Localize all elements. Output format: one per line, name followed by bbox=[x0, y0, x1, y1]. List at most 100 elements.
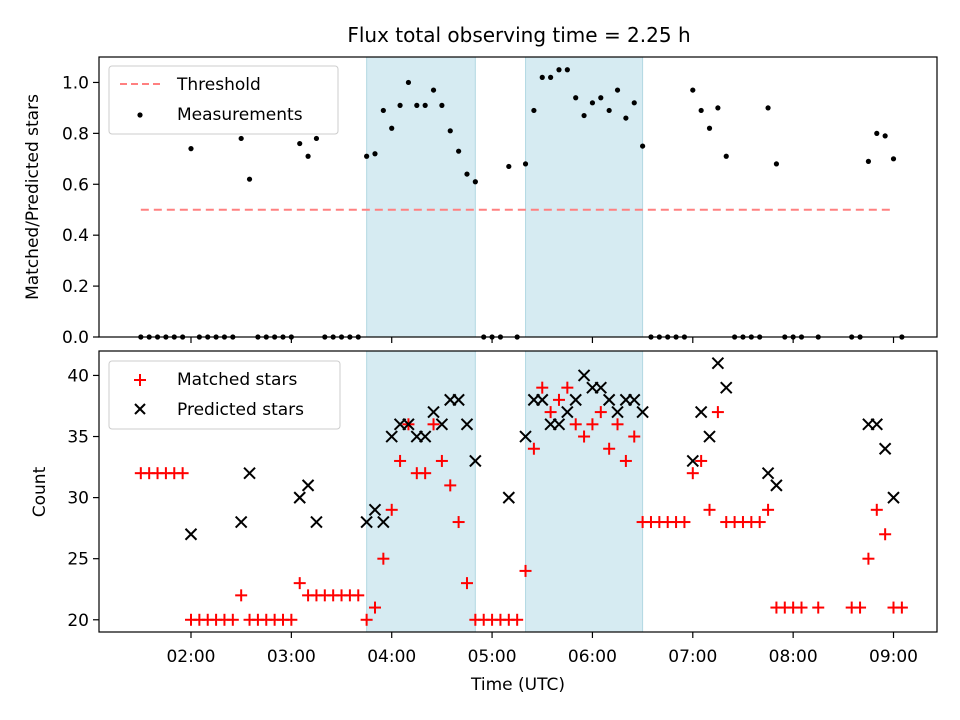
matched-star-point bbox=[519, 564, 532, 577]
predicted-star-point bbox=[720, 381, 733, 394]
plot-frame-bottom bbox=[98, 350, 938, 633]
predicted-star-point bbox=[234, 515, 248, 529]
predicted-marker-b bbox=[184, 528, 198, 541]
predicted-marker-b bbox=[502, 491, 516, 504]
legend-box-top bbox=[108, 65, 339, 135]
predicted-star-point bbox=[377, 515, 390, 529]
measurement-point bbox=[246, 176, 253, 182]
measurement-point bbox=[397, 102, 403, 108]
predicted-marker-b bbox=[686, 454, 699, 468]
predicted-marker-b bbox=[368, 503, 382, 517]
x-tick-label: 07:00 bbox=[668, 647, 717, 667]
legend-top: Threshold Measurements bbox=[108, 65, 339, 135]
matched-star-point bbox=[686, 467, 699, 480]
predicted-star-point bbox=[569, 393, 582, 407]
predicted-star-point bbox=[761, 466, 775, 480]
matched-star-point bbox=[870, 503, 883, 516]
matched-star-point bbox=[427, 418, 440, 431]
matched-star-point bbox=[552, 393, 565, 406]
predicted-star-point bbox=[878, 442, 892, 455]
y-tick-label: 0.4 bbox=[62, 226, 89, 246]
matched-star-point bbox=[352, 589, 365, 602]
observing-interval-band bbox=[366, 56, 476, 338]
predicted-star-point bbox=[243, 466, 256, 480]
measurement-point bbox=[564, 67, 570, 73]
matched-star-point bbox=[226, 613, 239, 626]
observing-interval-band bbox=[525, 56, 644, 338]
measurement-point bbox=[631, 100, 637, 106]
y-tick-label: 40 bbox=[67, 366, 89, 386]
measurement-point bbox=[464, 171, 470, 177]
matched-star-point bbox=[695, 454, 708, 467]
matched-star-point bbox=[561, 381, 574, 394]
predicted-marker-b bbox=[703, 430, 716, 443]
predicted-marker-b bbox=[878, 442, 892, 455]
predicted-star-point bbox=[452, 393, 465, 407]
predicted-star-point bbox=[536, 393, 549, 407]
measurement-point bbox=[372, 151, 378, 157]
x-tick-label: 05:00 bbox=[468, 647, 517, 667]
matched-star-point bbox=[544, 406, 557, 419]
x-axis-ticks-bottom: 02:00 03:00 04:00 05:00 06:00 07:00 08:00 09:00 bbox=[166, 632, 918, 667]
matched-star-point bbox=[628, 430, 641, 443]
measurement-point bbox=[539, 74, 545, 80]
matched-star-point bbox=[536, 381, 549, 394]
predicted-marker-b bbox=[418, 430, 432, 443]
predicted-marker-b bbox=[519, 430, 532, 443]
predicted-star-point bbox=[870, 418, 883, 431]
measurement-point bbox=[405, 79, 412, 86]
predicted-marker-b bbox=[385, 430, 398, 443]
plot-frame-top bbox=[98, 56, 938, 338]
shaded-intervals bbox=[366, 56, 644, 338]
predicted-star-point bbox=[460, 418, 474, 431]
measurement-point bbox=[389, 125, 395, 131]
predicted-marker-b bbox=[636, 405, 649, 419]
predicted-marker-b bbox=[870, 418, 883, 431]
matched-star-point bbox=[762, 503, 775, 516]
predicted-marker-b bbox=[628, 393, 641, 407]
predicted-marker-b bbox=[460, 418, 474, 431]
measurement-point bbox=[598, 95, 604, 101]
predicted-star-point bbox=[887, 491, 900, 504]
predicted-marker-b bbox=[310, 515, 323, 529]
predicted-marker-b bbox=[402, 418, 415, 431]
legend-bottom: Matched stars Predicted stars bbox=[108, 360, 341, 430]
predicted-star-point bbox=[184, 528, 198, 541]
legend-predicted-label: Predicted stars bbox=[177, 400, 304, 420]
legend-predicted-swatch bbox=[134, 403, 146, 415]
predicted-marker-b bbox=[552, 418, 566, 431]
measurement-point bbox=[414, 102, 420, 108]
matched-star-point bbox=[586, 418, 599, 431]
y-axis-label-bottom: Count bbox=[30, 466, 50, 517]
measurement-point bbox=[472, 179, 478, 185]
predicted-star-point bbox=[577, 369, 591, 382]
predicted-marker-b bbox=[234, 515, 248, 529]
measurement-point bbox=[548, 74, 554, 80]
y-axis-ticks-top: 0.0 0.2 0.4 0.6 0.8 1.0 bbox=[62, 73, 99, 348]
y-tick-label: 20 bbox=[67, 611, 89, 631]
predicted-star-point bbox=[611, 405, 624, 419]
predicted-marker-b bbox=[887, 491, 900, 504]
x-tick-label: 08:00 bbox=[769, 647, 818, 667]
predicted-star-point bbox=[301, 479, 315, 492]
measurement-point bbox=[606, 107, 612, 114]
matched-star-point bbox=[435, 454, 448, 467]
legend-matched-label: Matched stars bbox=[177, 370, 297, 390]
matched-star-point bbox=[511, 613, 524, 626]
predicted-marker-b bbox=[360, 515, 373, 529]
predicted-star-point bbox=[703, 430, 716, 443]
measurement-point bbox=[456, 148, 462, 154]
measurement-point bbox=[188, 146, 194, 152]
predicted-star-point bbox=[293, 491, 306, 504]
measurement-point bbox=[364, 153, 370, 159]
count-points bbox=[134, 357, 908, 626]
legend-measurements-label: Measurements bbox=[177, 105, 303, 125]
predicted-star-point bbox=[594, 381, 608, 394]
measurement-point bbox=[882, 133, 888, 139]
predicted-star-point bbox=[469, 454, 482, 468]
predicted-star-point bbox=[561, 405, 574, 419]
matched-star-point bbox=[603, 442, 616, 455]
predicted-star-point bbox=[435, 418, 449, 431]
legend-measurements-swatch bbox=[137, 112, 143, 118]
